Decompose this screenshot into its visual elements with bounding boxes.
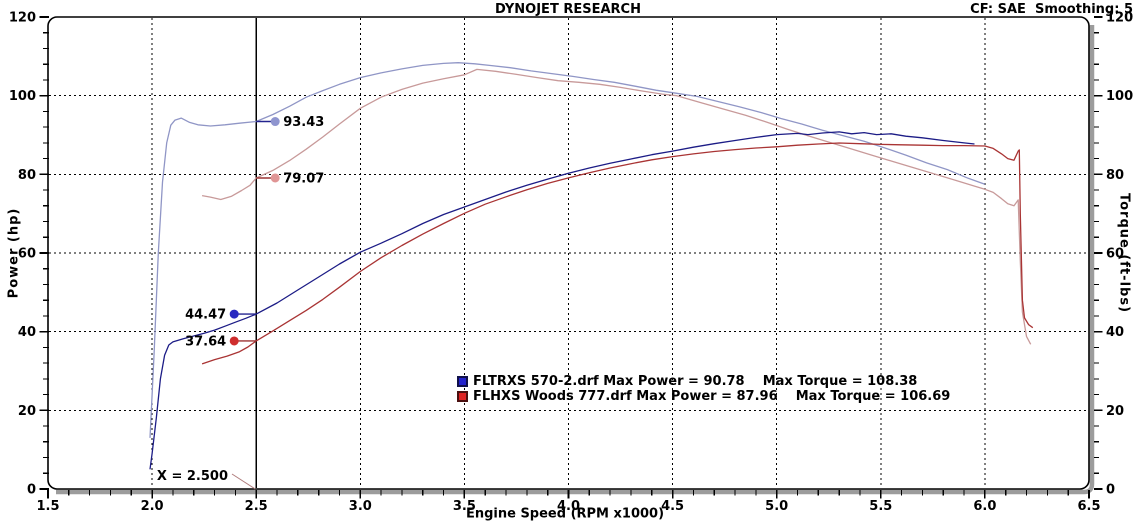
x-tick-label: 2.5 bbox=[245, 499, 268, 514]
cursor-readout-value: 44.47 bbox=[185, 308, 226, 323]
cursor-readout-value: 37.64 bbox=[185, 334, 226, 349]
power-tick-label: 0 bbox=[27, 483, 36, 498]
x-tick-label: 4.0 bbox=[557, 499, 580, 514]
legend-row-fltrxs: FLTRXS 570-2.drf Max Power = 90.78 Max T… bbox=[457, 374, 950, 389]
x-tick-label: 3.0 bbox=[349, 499, 372, 514]
x-tick-label: 3.5 bbox=[453, 499, 476, 514]
torque-tick-label: 0 bbox=[1106, 483, 1115, 498]
fltrxs-power-curve bbox=[149, 131, 975, 470]
torque-tick-label: 20 bbox=[1106, 404, 1124, 419]
cursor-x-leader bbox=[231, 473, 256, 490]
x-tick-label: 6.0 bbox=[973, 499, 996, 514]
x-tick-label: 2.0 bbox=[141, 499, 164, 514]
x-tick-label: 5.0 bbox=[765, 499, 788, 514]
cursor-readout-value: 79.07 bbox=[283, 171, 324, 186]
legend-label-flhxs: FLHXS Woods 777.drf Max Power = 87.96 Ma… bbox=[473, 389, 951, 404]
cursor-readout-marker bbox=[270, 173, 280, 183]
x-tick-label: 1.5 bbox=[36, 499, 59, 514]
cursor-readout-marker bbox=[270, 117, 280, 127]
torque-axis-label: Torque (ft-lbs) bbox=[1116, 192, 1132, 314]
torque-tick-label: 80 bbox=[1106, 168, 1124, 183]
page-title: DYNOJET RESEARCH bbox=[495, 2, 641, 17]
power-tick-label: 100 bbox=[9, 89, 36, 104]
power-tick-label: 20 bbox=[18, 404, 36, 419]
power-tick-label: 60 bbox=[18, 247, 36, 262]
x-tick-label: 5.5 bbox=[869, 499, 892, 514]
cursor-readout-marker bbox=[229, 336, 239, 346]
legend-label-fltrxs: FLTRXS 570-2.drf Max Power = 90.78 Max T… bbox=[473, 374, 918, 389]
fltrxs-swatch-icon bbox=[457, 376, 468, 387]
torque-tick-label: 100 bbox=[1106, 89, 1133, 104]
power-tick-label: 40 bbox=[18, 325, 36, 340]
legend-row-flhxs: FLHXS Woods 777.drf Max Power = 87.96 Ma… bbox=[457, 389, 950, 404]
flhxs-power-curve bbox=[201, 142, 1034, 365]
torque-tick-label: 60 bbox=[1106, 247, 1124, 262]
flhxs-swatch-icon bbox=[457, 391, 468, 402]
cursor-readout-value: 93.43 bbox=[283, 115, 324, 130]
plot-frame-shadow bbox=[56, 25, 1095, 495]
x-tick-label: 6.5 bbox=[1077, 499, 1100, 514]
cursor-readout-marker bbox=[229, 309, 239, 319]
legend: FLTRXS 570-2.drf Max Power = 90.78 Max T… bbox=[457, 374, 950, 404]
torque-tick-label: 120 bbox=[1106, 11, 1133, 26]
engine-speed-axis-label: Engine Speed (RPM x1000) bbox=[465, 506, 665, 522]
power-tick-label: 80 bbox=[18, 168, 36, 183]
torque-tick-label: 40 bbox=[1106, 325, 1124, 340]
cursor-x-label: X = 2.500 bbox=[157, 469, 228, 484]
power-tick-label: 120 bbox=[9, 11, 36, 26]
flhxs-torque-curve bbox=[201, 68, 1032, 345]
x-tick-label: 4.5 bbox=[661, 499, 684, 514]
power-axis-label: Power (hp) bbox=[6, 207, 22, 299]
fltrxs-torque-curve bbox=[149, 62, 986, 438]
correction-smoothing-label: CF: SAE Smoothing: 5 bbox=[970, 2, 1133, 17]
